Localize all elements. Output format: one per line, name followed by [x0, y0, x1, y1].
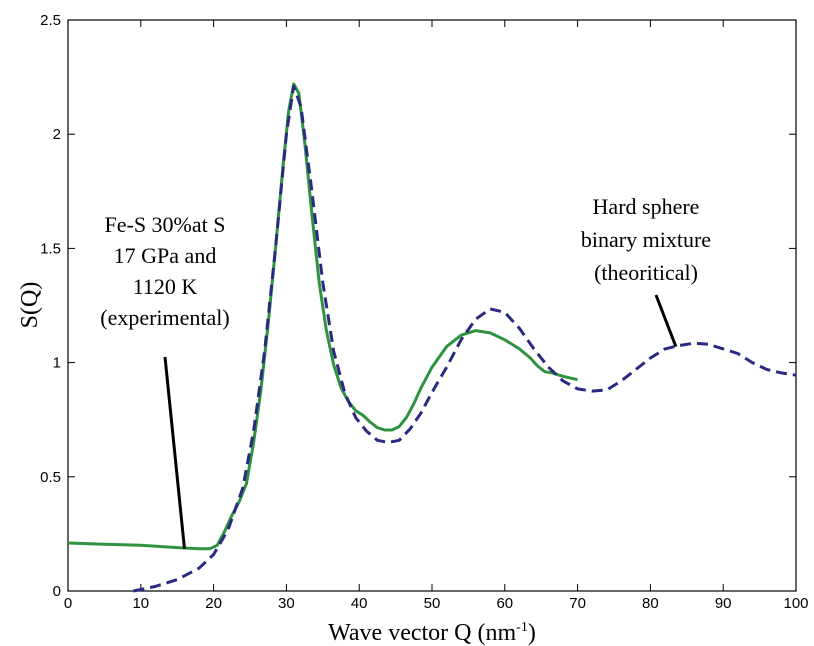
x-tick-label: 30 — [278, 595, 295, 612]
y-tick-label: 0.5 — [40, 469, 61, 486]
annotation-line: Hard sphere — [593, 194, 700, 219]
annotations-group: Fe-S 30%at S 17 GPa and 1120 K (experimenta… — [100, 194, 711, 549]
ticks-group: 0 10 20 30 40 50 60 70 80 90 100 0 0.5 1 1.5 2 2.5 — [40, 12, 808, 612]
annotation-pointer — [163, 356, 186, 549]
y-tick-label: 1 — [53, 355, 61, 372]
x-tick-label: 60 — [496, 595, 513, 612]
annotation-line: Fe-S 30%at S — [105, 212, 226, 237]
series-group — [67, 82, 797, 593]
annotation-line: 1120 K — [133, 274, 198, 299]
x-tick-label: 10 — [132, 595, 149, 612]
y-axis-title: S(Q) — [17, 282, 43, 329]
y-tick-label: 0 — [53, 583, 61, 600]
x-tick-label: 50 — [424, 595, 441, 612]
series-line-experimental — [67, 82, 578, 551]
annotation-line: (experimental) — [100, 305, 230, 330]
x-tick-label: 80 — [642, 595, 659, 612]
x-tick-label: 100 — [783, 595, 808, 612]
y-tick-label: 1.5 — [40, 240, 61, 257]
x-tick-label: 90 — [715, 595, 732, 612]
y-tick-label: 2 — [53, 126, 61, 143]
annotation-line: (theoritical) — [594, 260, 698, 285]
x-tick-label: 0 — [64, 595, 72, 612]
x-axis-title: Wave vector Q (nm-1) — [328, 620, 536, 646]
annotation-text: Hard sphere binary mixture (theoritical) — [581, 194, 711, 285]
x-tick-label: 40 — [351, 595, 368, 612]
annotation-pointer — [654, 294, 678, 348]
x-tick-label: 20 — [205, 595, 222, 612]
annotation-line: 17 GPa and — [114, 243, 217, 268]
x-tick-label: 70 — [569, 595, 586, 612]
annotation-line: binary mixture — [581, 227, 711, 252]
annotation-text: Fe-S 30%at S 17 GPa and 1120 K (experimenta… — [100, 212, 230, 330]
y-tick-label: 2.5 — [40, 12, 61, 29]
